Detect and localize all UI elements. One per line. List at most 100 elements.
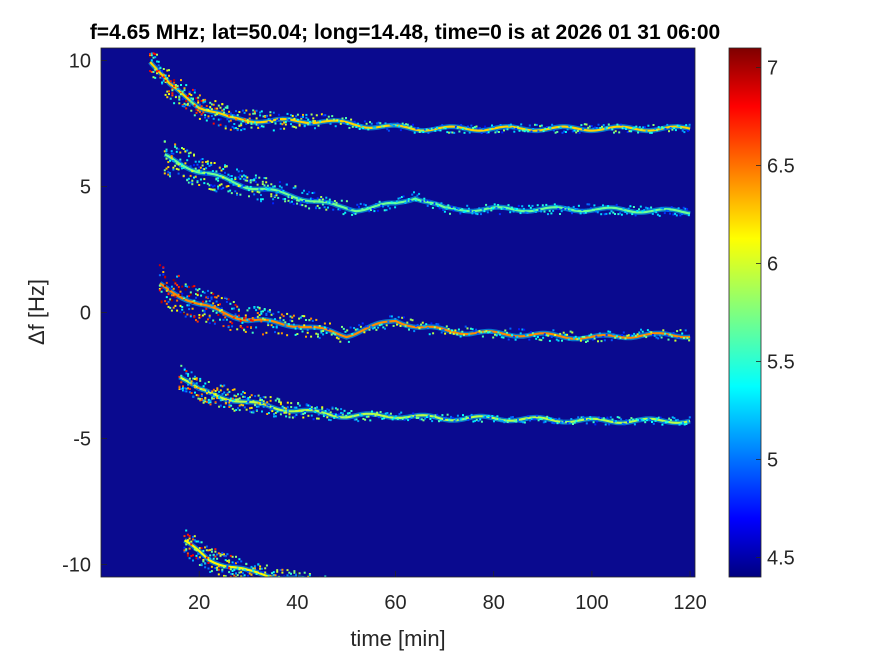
trace-pixel <box>333 413 336 416</box>
trace-pixel <box>274 415 277 418</box>
trace-pixel <box>174 295 177 298</box>
trace-pixel <box>201 314 204 317</box>
trace-pixel <box>319 411 322 414</box>
trace-pixel <box>621 422 624 425</box>
trace-pixel <box>275 326 278 329</box>
trace-pixel <box>639 419 641 422</box>
trace-pixel <box>467 207 470 210</box>
trace-pixel <box>376 209 379 212</box>
trace-pixel <box>679 214 682 217</box>
trace-pixel <box>348 412 351 414</box>
trace-pixel <box>210 548 213 551</box>
trace-pixel <box>198 541 201 544</box>
trace-pixel <box>520 420 523 423</box>
trace-pixel <box>202 549 205 552</box>
trace-pixel <box>311 319 314 322</box>
trace-pixel <box>229 112 232 115</box>
trace-pixel <box>403 418 406 421</box>
trace-pixel <box>237 407 239 410</box>
trace-pixel <box>154 76 157 79</box>
trace-pixel <box>321 588 323 590</box>
trace-pixel <box>576 338 579 341</box>
trace-pixel <box>224 127 227 130</box>
trace-pixel <box>325 208 328 211</box>
trace-pixel <box>221 109 224 112</box>
trace-pixel <box>370 122 373 125</box>
trace-pixel <box>499 124 502 126</box>
trace-pixel <box>227 173 230 176</box>
trace-pixel <box>256 312 259 314</box>
trace-pixel <box>220 309 223 311</box>
trace-pixel <box>566 422 569 425</box>
trace-pixel <box>346 329 349 332</box>
trace-pixel <box>190 392 193 394</box>
trace-pixel <box>396 122 399 125</box>
trace-pixel <box>328 198 331 201</box>
trace-pixel <box>539 125 542 128</box>
trace-pixel <box>260 200 262 203</box>
trace-pixel <box>266 583 268 585</box>
trace-pixel <box>212 122 215 125</box>
trace-pixel <box>543 333 546 336</box>
trace-pixel <box>524 334 527 337</box>
trace-pixel <box>610 339 613 342</box>
trace-pixel <box>381 417 384 420</box>
trace-pixel <box>327 327 330 330</box>
trace-pixel <box>263 308 266 310</box>
trace-pixel <box>269 111 272 114</box>
trace-pixel <box>207 381 210 383</box>
trace-pixel <box>369 419 372 422</box>
trace-pixel <box>189 174 192 177</box>
trace-pixel <box>217 565 220 568</box>
trace-pixel <box>540 124 543 127</box>
trace-pixel <box>200 315 203 318</box>
trace-pixel <box>259 126 262 129</box>
trace-pixel <box>327 206 329 209</box>
trace-pixel <box>205 161 208 163</box>
trace-pixel <box>195 554 198 557</box>
trace-pixel <box>276 410 279 413</box>
trace-pixel <box>222 325 225 328</box>
trace-pixel <box>288 119 291 122</box>
trace-pixel <box>268 309 271 311</box>
trace-pixel <box>332 118 335 121</box>
trace-pixel <box>273 415 275 418</box>
trace-pixel <box>225 185 228 188</box>
trace-pixel <box>268 188 271 191</box>
trace-pixel <box>252 400 255 403</box>
trace-pixel <box>226 565 229 568</box>
trace-pixel <box>614 213 616 215</box>
trace-pixel <box>192 97 194 100</box>
trace-pixel <box>557 208 560 211</box>
trace-pixel <box>680 126 682 129</box>
trace-pixel <box>335 336 338 339</box>
trace-pixel <box>247 574 249 577</box>
trace-pixel <box>169 83 172 86</box>
trace-pixel <box>315 114 318 117</box>
trace-pixel <box>301 330 304 333</box>
trace-pixel <box>517 418 519 421</box>
trace-pixel <box>194 375 196 378</box>
trace-pixel <box>200 563 203 566</box>
trace-pixel <box>286 406 289 409</box>
trace-pixel <box>217 118 220 121</box>
trace-pixel <box>666 123 669 126</box>
trace-pixel <box>311 587 313 589</box>
trace-pixel <box>195 105 198 108</box>
trace-pixel <box>196 294 199 297</box>
trace-pixel <box>324 584 326 586</box>
trace-pixel <box>211 397 214 400</box>
trace-pixel <box>216 107 219 110</box>
trace-pixel <box>519 332 522 335</box>
trace-pixel <box>337 208 340 211</box>
trace-pixel <box>173 85 176 88</box>
trace-pixel <box>288 413 291 416</box>
trace-pixel <box>441 124 444 127</box>
trace-pixel <box>150 52 153 55</box>
trace-pixel <box>286 118 289 121</box>
trace-pixel <box>238 124 241 127</box>
trace-pixel <box>256 183 259 186</box>
x-tick-label: 120 <box>673 592 706 614</box>
trace-pixel <box>216 387 219 390</box>
trace-pixel <box>249 407 251 410</box>
